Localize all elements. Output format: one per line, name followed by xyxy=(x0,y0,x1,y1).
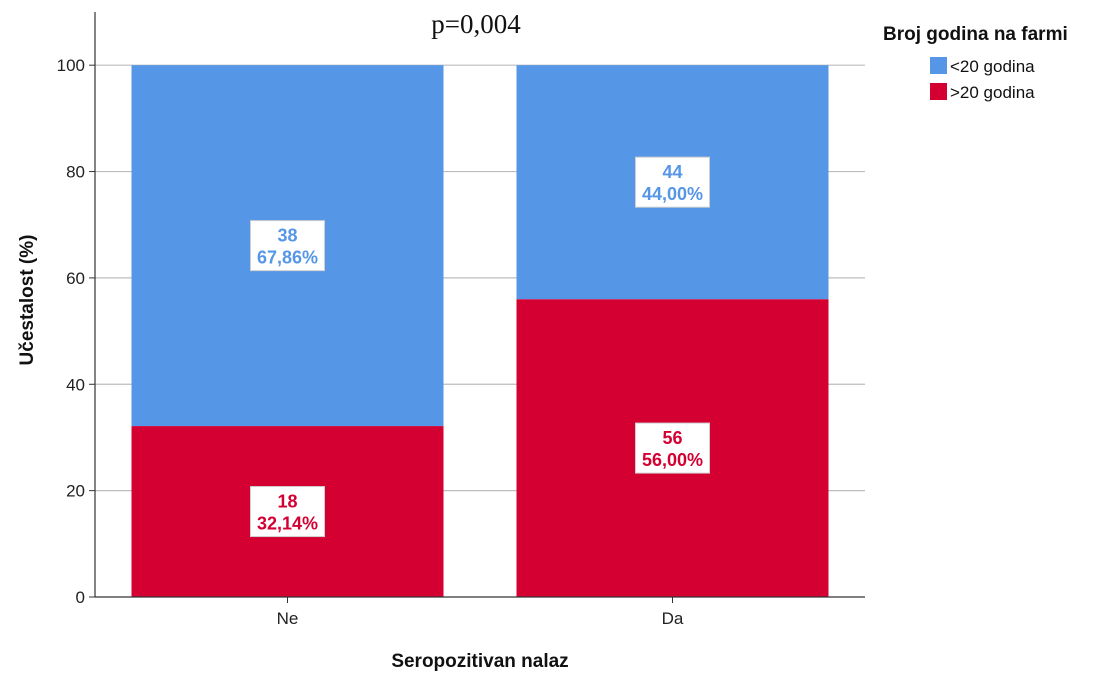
data-label-percent: 67,86% xyxy=(257,248,318,268)
data-label-percent: 44,00% xyxy=(642,184,703,204)
y-tick-label: 60 xyxy=(66,269,85,288)
data-label-count: 38 xyxy=(277,226,297,246)
y-tick-label: 40 xyxy=(66,375,85,394)
data-label-count: 56 xyxy=(662,428,682,448)
legend-label: <20 godina xyxy=(950,57,1035,76)
axes-layer: 0 20 40 60 80 100 Ne Da xyxy=(57,12,865,628)
data-label-box xyxy=(635,422,710,474)
legend-items: <20 godina >20 godina xyxy=(930,57,1035,102)
data-label-box xyxy=(635,156,710,208)
p-value-annotation: p=0,004 xyxy=(431,9,521,39)
legend-title: Broj godina na farmi xyxy=(883,24,1068,45)
bars-layer xyxy=(131,65,829,597)
x-tick-label: Da xyxy=(662,609,684,628)
data-label-count: 18 xyxy=(277,492,297,512)
data-label-count: 44 xyxy=(662,162,682,182)
y-tick-label: 80 xyxy=(66,163,85,182)
data-label-box xyxy=(250,486,325,538)
x-axis-title: Seropozitivan nalaz xyxy=(391,651,568,672)
data-label-box xyxy=(250,220,325,272)
data-label-percent: 32,14% xyxy=(257,514,318,534)
y-axis-title: Učestalost (%) xyxy=(17,235,38,366)
x-tick-label: Ne xyxy=(277,609,299,628)
legend: Broj godina na farmi <20 godina >20 godin… xyxy=(883,24,1068,102)
legend-label: >20 godina xyxy=(950,83,1035,102)
y-tick-label: 20 xyxy=(66,482,85,501)
legend-swatch xyxy=(930,57,947,74)
y-tick-label: 0 xyxy=(76,588,85,607)
y-tick-label: 100 xyxy=(57,56,85,75)
legend-swatch xyxy=(930,83,947,100)
data-label-percent: 56,00% xyxy=(642,450,703,470)
